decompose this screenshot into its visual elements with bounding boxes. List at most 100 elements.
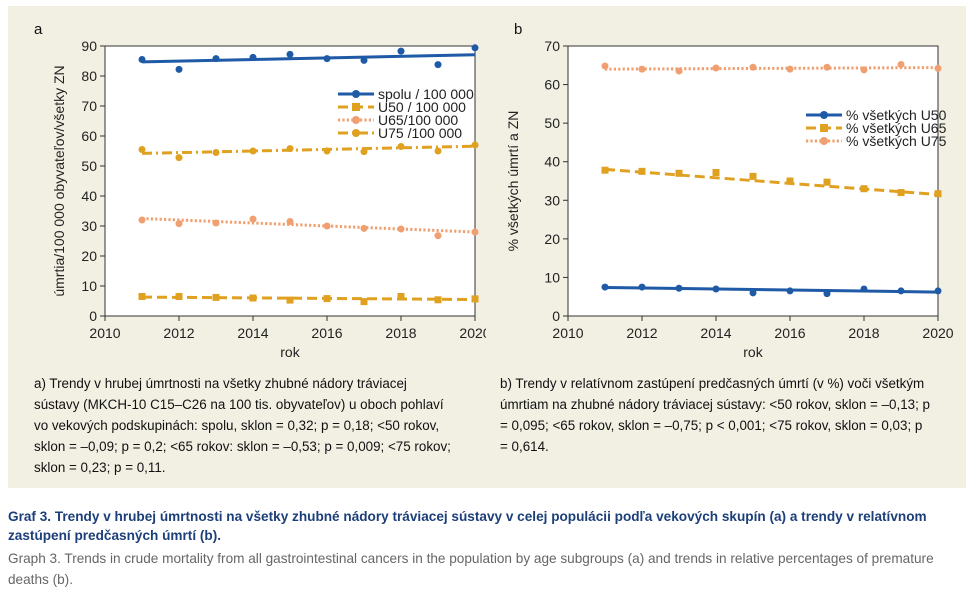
c1-xtick-label: 2020 (922, 325, 953, 341)
chart-a: a 0 10 20 30 40 50 60 70 80 90 2010 2012 2014 2016 2018… (34, 21, 486, 360)
c0-point-1-2 (212, 293, 220, 301)
c1-point-0-7 (860, 285, 868, 293)
c1-point-1-8 (897, 189, 905, 197)
c0-point-0-9 (471, 44, 479, 52)
c1-panel-label: b (514, 21, 522, 38)
c1-point-1-1 (638, 167, 646, 175)
c1-legend-label-2: % všetkých U75 (846, 133, 947, 149)
c0-legend-marker-0 (352, 90, 360, 98)
c1-y-axis-label: % všetkých úmrtí a ZN (505, 111, 521, 252)
c0-point-0-0 (138, 56, 146, 63)
c0-trend-line-2 (141, 217, 476, 234)
c1-point-2-1 (638, 65, 646, 73)
c1-xtick-label: 2014 (700, 325, 731, 341)
c0-series-3 (138, 141, 479, 162)
c1-ytick-label: 0 (552, 308, 560, 324)
c1-point-2-0 (601, 62, 609, 70)
c0-point-2-8 (434, 232, 442, 240)
c0-series-0 (138, 44, 479, 73)
c0-point-2-2 (212, 219, 220, 227)
c1-ytick-label: 30 (544, 192, 560, 208)
c1-point-2-5 (786, 65, 794, 73)
c1-legend-label-1: % všetkých U65 (846, 120, 947, 136)
c0-legend-marker-3 (352, 129, 360, 137)
caption-a: a) Trendy v hrubej úmrtnosti na všetky z… (34, 376, 451, 475)
c0-xtick-label: 2020 (459, 325, 486, 341)
c1-point-1-2 (675, 169, 683, 177)
c0-point-3-6 (360, 148, 368, 156)
c0-point-0-3 (249, 53, 257, 61)
c1-ytick-label: 10 (544, 269, 560, 285)
c1-point-1-4 (749, 172, 757, 180)
c0-point-3-5 (323, 147, 331, 155)
c0-point-2-9 (471, 228, 479, 236)
c0-point-2-3 (249, 215, 257, 223)
c0-point-3-0 (138, 146, 146, 153)
c0-xtick-label: 2010 (89, 325, 120, 341)
c0-legend-marker-2 (352, 116, 360, 124)
c0-point-1-8 (434, 296, 442, 304)
c0-ytick-label: 60 (81, 128, 97, 144)
c0-point-0-5 (323, 55, 331, 63)
c0-point-3-9 (471, 141, 479, 149)
c0-point-1-5 (323, 295, 331, 303)
c0-point-3-4 (286, 145, 294, 153)
c1-point-2-3 (712, 64, 720, 72)
c0-legend-marker-1 (352, 103, 360, 111)
c1-xtick-label: 2010 (552, 325, 583, 341)
figure-title: Graf 3. Trendy v hrubej úmrtnosti na vše… (8, 509, 927, 543)
figure-subtitle: Graph 3. Trends in crude mortality from … (8, 551, 934, 587)
c1-point-2-9 (934, 64, 942, 72)
c0-legend-label-2: U65/100 000 (378, 112, 458, 128)
c0-xtick-label: 2014 (237, 325, 268, 341)
c0-ytick-label: 0 (89, 308, 97, 324)
c1-point-0-5 (786, 287, 794, 295)
c1-point-0-8 (897, 287, 905, 295)
c0-ytick-label: 50 (81, 158, 97, 174)
c0-point-1-1 (175, 293, 183, 300)
c1-ytick-label: 40 (544, 154, 560, 170)
c1-xtick-label: 2018 (848, 325, 879, 341)
c1-trend-line-2 (604, 66, 939, 71)
c0-trend-line-1 (141, 295, 476, 301)
c1-legend-marker-0 (820, 111, 828, 119)
c0-trend-line-3 (141, 144, 476, 155)
c0-point-0-7 (397, 47, 405, 55)
c1-ytick-label: 60 (544, 77, 560, 93)
c0-series-1 (138, 293, 479, 306)
c1-legend: % všetkých U50% všetkých U65% všetkých U… (806, 107, 947, 149)
c0-point-3-2 (212, 149, 220, 156)
c1-point-2-4 (749, 63, 757, 71)
chart-b: b 0 10 20 30 40 50 60 70 2010 2012 2014 2016 2018 2020… (505, 21, 954, 360)
c0-legend-label-1: U50 / 100 000 (378, 99, 466, 115)
c1-point-0-2 (675, 284, 683, 292)
c0-panel-label: a (34, 21, 43, 38)
c0-ytick-label: 80 (81, 68, 97, 84)
c0-point-3-1 (175, 154, 183, 162)
c1-ytick-label: 50 (544, 115, 560, 131)
c0-ytick-label: 30 (81, 218, 97, 234)
c1-point-1-7 (860, 185, 868, 193)
c0-point-1-6 (360, 298, 368, 306)
c1-trend-line-0 (604, 285, 939, 294)
c0-point-2-1 (175, 220, 183, 228)
c1-trend-line-1 (604, 167, 939, 196)
c1-point-0-0 (601, 283, 609, 291)
c1-point-0-1 (638, 283, 646, 291)
c1-point-1-3 (712, 169, 720, 177)
c0-plot-area (104, 45, 476, 317)
c0-xtick-label: 2016 (311, 325, 342, 341)
c1-point-2-6 (823, 63, 831, 71)
c1-point-0-3 (712, 285, 720, 293)
c0-point-2-6 (360, 224, 368, 232)
c0-legend-label-3: U75 /100 000 (378, 125, 462, 141)
c0-point-0-6 (360, 56, 368, 64)
c0-point-1-0 (138, 293, 146, 300)
c0-y-axis-label: úmrtia/100 000 obyvateľov/všetky ZN (51, 65, 67, 296)
c0-point-2-5 (323, 222, 331, 230)
c0-xtick-label: 2012 (163, 325, 194, 341)
c1-point-0-6 (823, 290, 831, 298)
c1-series-0 (601, 283, 942, 298)
figure-panel: a 0 10 20 30 40 50 60 70 80 90 2010 2012 2014 2016 2018… (8, 6, 966, 488)
